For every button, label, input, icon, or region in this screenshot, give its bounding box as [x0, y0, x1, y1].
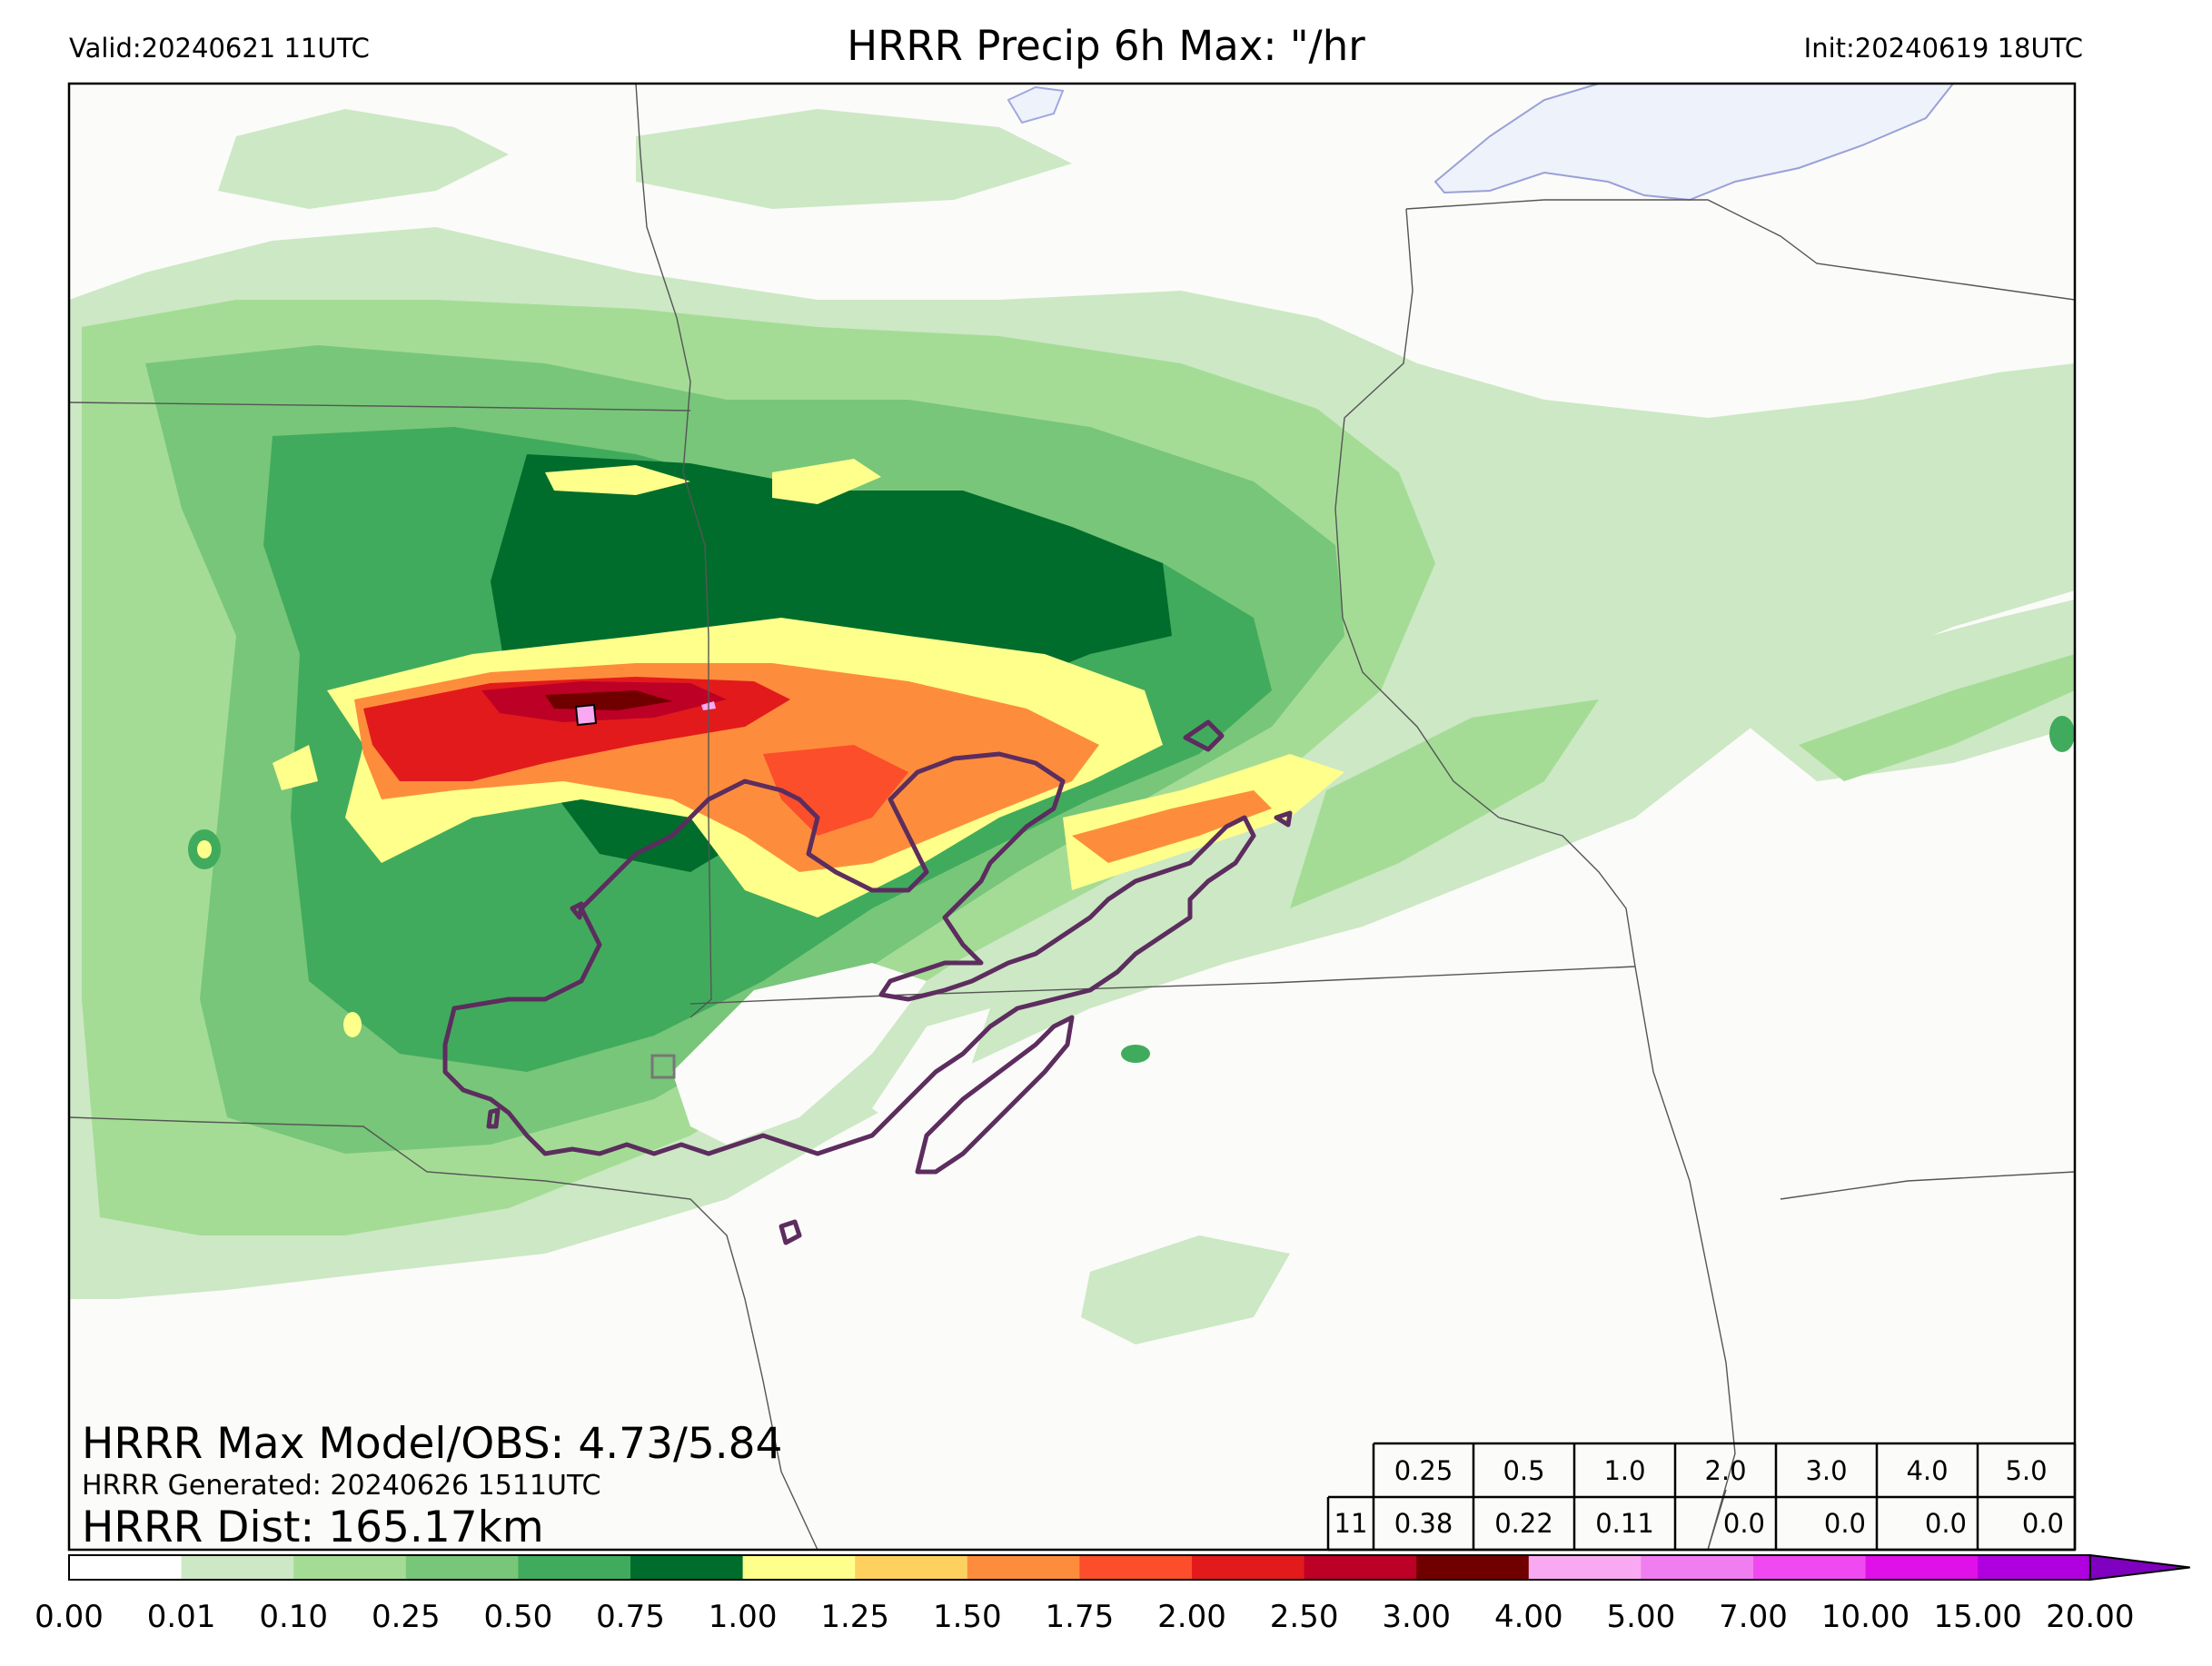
colorbar-tick-label: 3.00 [1382, 1599, 1452, 1635]
threshold-header: 4.0 [1906, 1454, 1949, 1486]
hrrr-distance: HRRR Dist: 165.17km [82, 1502, 544, 1552]
colorbar-tick-label: 1.25 [820, 1599, 890, 1635]
colorbar-tick-label: 2.50 [1269, 1599, 1339, 1635]
threshold-row-label: 11 [1334, 1508, 1368, 1539]
colorbar-segment [630, 1555, 744, 1580]
colorbar-tick-label: 15.00 [1933, 1599, 2022, 1635]
colorbar-segment [1978, 1555, 2091, 1580]
lake-small-1 [1007, 85, 1065, 124]
colorbar-segment [1528, 1555, 1642, 1580]
obs-contour [442, 719, 1293, 1245]
colorbar-tick-label: 1.00 [708, 1599, 778, 1635]
colorbar-tick-label: 2.00 [1157, 1599, 1226, 1635]
colorbar-tick-label: 10.00 [1820, 1599, 1910, 1635]
colorbar-segment [855, 1555, 968, 1580]
colorbar-segment [1865, 1555, 1979, 1580]
colorbar-extend-arrow [2088, 1553, 2190, 1582]
threshold-header: 3.0 [1805, 1454, 1848, 1486]
colorbar-segment [1079, 1555, 1193, 1580]
threshold-header: 1.0 [1603, 1454, 1646, 1486]
colorbar-tick-label: 20.00 [2046, 1599, 2135, 1635]
colorbar-segment [1192, 1555, 1305, 1580]
generated-time: HRRR Generated: 20240626 1511UTC [82, 1470, 601, 1502]
max-model-obs: HRRR Max Model/OBS: 4.73/5.84 [82, 1419, 783, 1469]
colorbar-tick-label: 5.00 [1606, 1599, 1676, 1635]
colorbar-segment [742, 1555, 856, 1580]
colorbar-segment [405, 1555, 519, 1580]
colorbar-segment [1416, 1555, 1530, 1580]
colorbar [69, 1553, 2190, 1582]
threshold-header: 2.0 [1704, 1454, 1747, 1486]
station-marker [650, 1054, 676, 1079]
precip-fill [69, 109, 2075, 1344]
threshold-header: 0.5 [1503, 1454, 1545, 1486]
map-title: HRRR Precip 6h Max: "/hr [847, 22, 1365, 70]
threshold-value: 0.0 [1722, 1508, 1765, 1539]
colorbar-tick-label: 7.00 [1719, 1599, 1788, 1635]
colorbar-tick-label: 1.75 [1045, 1599, 1115, 1635]
map-frame [67, 82, 2077, 1552]
threshold-value: 0.22 [1494, 1508, 1553, 1539]
lake-superior [1433, 84, 1955, 202]
colorbar-tick-label: 0.75 [596, 1599, 665, 1635]
colorbar-segment [518, 1555, 631, 1580]
colorbar-frame [68, 1554, 2091, 1581]
colorbar-segment [181, 1555, 294, 1580]
state-boundaries [69, 84, 2075, 1550]
threshold-value: 0.0 [1924, 1508, 1967, 1539]
colorbar-tick-label: 0.10 [259, 1599, 329, 1635]
init-time-label: Init:20240619 18UTC [1803, 33, 2083, 64]
colorbar-tick-label: 1.50 [932, 1599, 1002, 1635]
colorbar-segment [293, 1555, 407, 1580]
threshold-table-grid [1326, 1442, 2077, 1552]
colorbar-segment [1753, 1555, 1867, 1580]
threshold-header: 5.0 [2005, 1454, 2048, 1486]
threshold-header: 0.25 [1394, 1454, 1453, 1486]
no-precip-gap [672, 963, 927, 1145]
colorbar-tick-label: 4.00 [1493, 1599, 1563, 1635]
threshold-value: 0.0 [1823, 1508, 1866, 1539]
valid-time-label: Valid:20240621 11UTC [69, 33, 370, 64]
threshold-value: 0.0 [2021, 1508, 2064, 1539]
colorbar-tick-label: 0.01 [146, 1599, 216, 1635]
colorbar-segment [967, 1555, 1080, 1580]
threshold-value: 0.38 [1394, 1508, 1453, 1539]
colorbar-segment [1641, 1555, 1754, 1580]
threshold-value: 0.11 [1595, 1508, 1654, 1539]
colorbar-tick-label: 0.00 [35, 1599, 104, 1635]
colorbar-segment [69, 1555, 183, 1580]
colorbar-segment [1304, 1555, 1417, 1580]
colorbar-tick-label: 0.25 [371, 1599, 441, 1635]
colorbar-tick-label: 0.50 [483, 1599, 553, 1635]
